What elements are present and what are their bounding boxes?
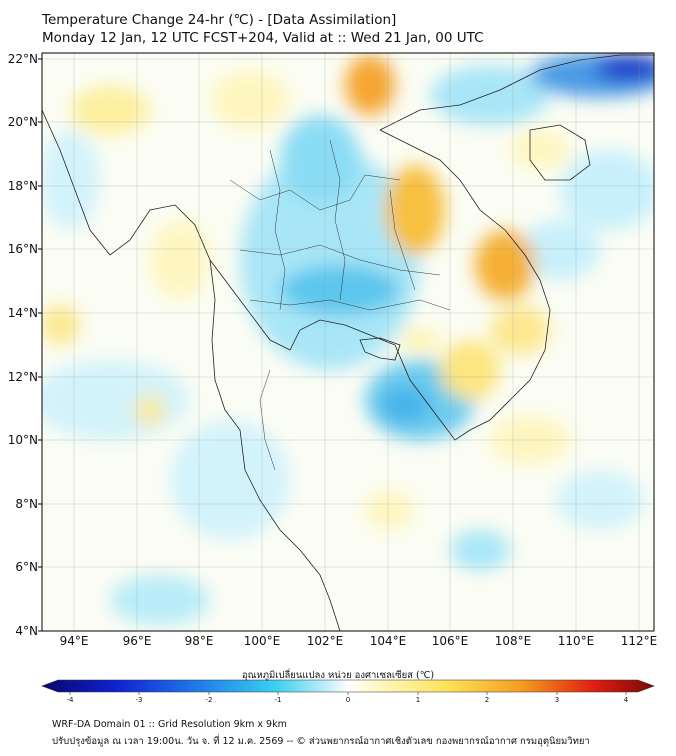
colorbar-tick-label: 0	[346, 696, 350, 704]
temperature-field	[42, 53, 654, 625]
footer-credit: ปรับปรุงข้อมูล ณ เวลา 19:00น. วัน จ. ที่…	[52, 736, 590, 747]
graticule	[42, 53, 654, 631]
colorbar-tick-label: -3	[136, 696, 143, 704]
lat-label: 14°N	[8, 306, 38, 320]
lat-label: 8°N	[15, 497, 38, 511]
footer-model-info: WRF-DA Domain 01 :: Grid Resolution 9km …	[52, 719, 287, 730]
lon-label: 110°E	[558, 634, 595, 648]
lon-label: 112°E	[621, 634, 658, 648]
lat-ticks	[38, 58, 42, 632]
lat-label: 4°N	[15, 624, 38, 638]
lon-label: 108°E	[495, 634, 532, 648]
lat-label: 6°N	[15, 560, 38, 574]
lat-label: 18°N	[8, 179, 38, 193]
lon-label: 100°E	[244, 634, 281, 648]
lon-label: 102°E	[307, 634, 344, 648]
colorbar-tick-label: 1	[416, 696, 420, 704]
colorbar-tick-label: 3	[555, 696, 559, 704]
map-frame	[41, 52, 655, 632]
colorbar-tick-label: -2	[206, 696, 213, 704]
chart-subtitle: Monday 12 Jan, 12 UTC FCST+204, Valid at…	[42, 30, 484, 46]
colorbar-tick-label: -1	[275, 696, 282, 704]
colorbar-ticks	[69, 692, 627, 695]
lon-label: 106°E	[432, 634, 469, 648]
colorbar	[41, 679, 655, 693]
coastlines	[42, 54, 654, 631]
lat-label: 20°N	[8, 115, 38, 129]
colorbar-tick-label: -4	[67, 696, 75, 704]
lon-label: 94°E	[60, 634, 89, 648]
lon-label: 96°E	[123, 634, 152, 648]
lat-label: 10°N	[8, 433, 38, 447]
colorbar-labels: -4 -3 -2 -1 0 1 2 3 4	[67, 696, 629, 704]
colorbar-tick-label: 2	[485, 696, 489, 704]
chart-title: Temperature Change 24-hr (℃) - [Data Ass…	[42, 12, 397, 28]
province-borders	[229, 139, 451, 471]
lat-axis: 22°N 20°N 18°N 16°N 14°N 12°N 10°N 8°N 6…	[8, 52, 38, 638]
lat-label: 22°N	[8, 52, 38, 66]
colorbar-title: อุณหภูมิเปลี่ยนแปลง หน่วย องศาเซลเซียส (…	[241, 670, 435, 681]
colorbar-tick-label: 4	[624, 696, 629, 704]
lon-label: 104°E	[370, 634, 407, 648]
lat-label: 16°N	[8, 242, 38, 256]
lon-axis: 94°E 96°E 98°E 100°E 102°E 104°E 106°E 1…	[60, 634, 658, 648]
lat-label: 12°N	[8, 370, 38, 384]
lon-label: 98°E	[185, 634, 214, 648]
